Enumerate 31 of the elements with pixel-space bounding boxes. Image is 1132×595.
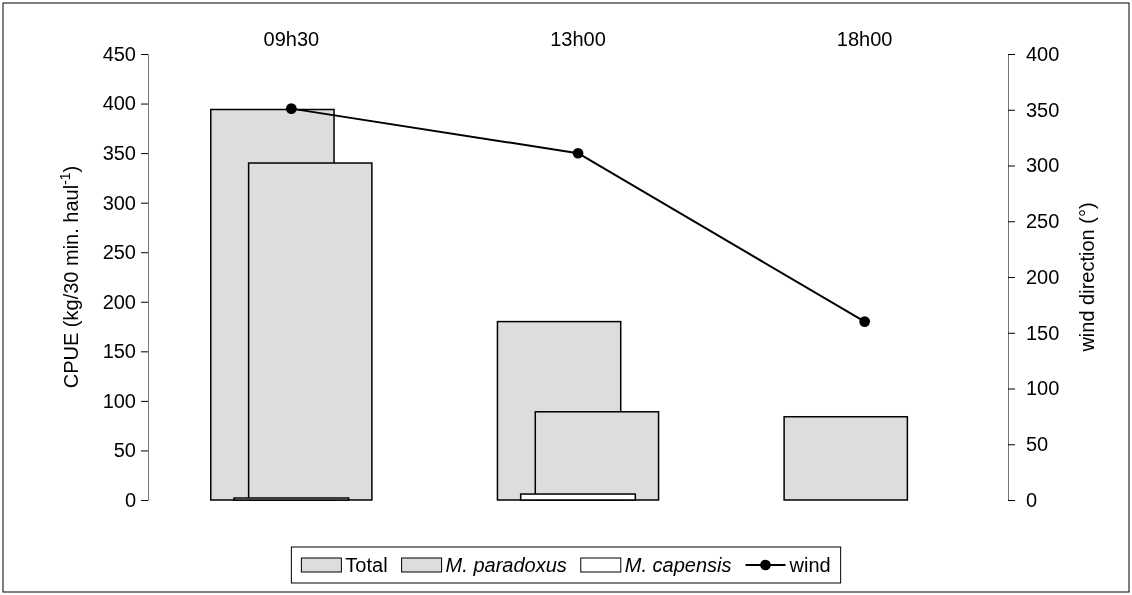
- y-tick-label: 150: [102, 340, 136, 363]
- point: [285, 103, 297, 114]
- point: [859, 316, 871, 327]
- legend-label: wind: [788, 554, 831, 576]
- y2-tick-label: 350: [1026, 98, 1060, 121]
- x-tick-label: 13h00: [550, 28, 606, 50]
- y-tick-label: 400: [102, 92, 136, 115]
- point: [572, 147, 584, 159]
- legend-label: M. paradoxus: [445, 554, 567, 576]
- y2-tick-label: 150: [1026, 321, 1060, 344]
- legend-label: M. capensis: [624, 554, 732, 576]
- y-tick-label: 100: [102, 389, 136, 412]
- y-tick-label: 250: [102, 241, 136, 264]
- bar: [783, 416, 909, 501]
- y-tick-label: 0: [124, 488, 136, 511]
- y-tick-label: 50: [113, 439, 136, 462]
- y2-tick-label: 250: [1026, 210, 1060, 233]
- y-tick-label: 200: [102, 290, 136, 313]
- x-tick-label: 09h30: [263, 28, 320, 50]
- y-tick-label: 300: [102, 191, 136, 214]
- y2-tick-label: 0: [1026, 488, 1038, 511]
- legend-label: Total: [345, 554, 388, 576]
- y2-tick-label: 50: [1026, 433, 1049, 456]
- y2-axis-title: wind direction (°): [1076, 202, 1098, 353]
- y2-tick-label: 100: [1026, 377, 1060, 400]
- y-tick-label: 450: [102, 42, 136, 65]
- y2-tick-label: 300: [1026, 154, 1060, 177]
- y2-tick-label: 200: [1026, 265, 1060, 288]
- y-tick-label: 350: [102, 142, 136, 165]
- x-tick-label: 18h00: [836, 28, 893, 50]
- y2-tick-label: 400: [1026, 42, 1060, 65]
